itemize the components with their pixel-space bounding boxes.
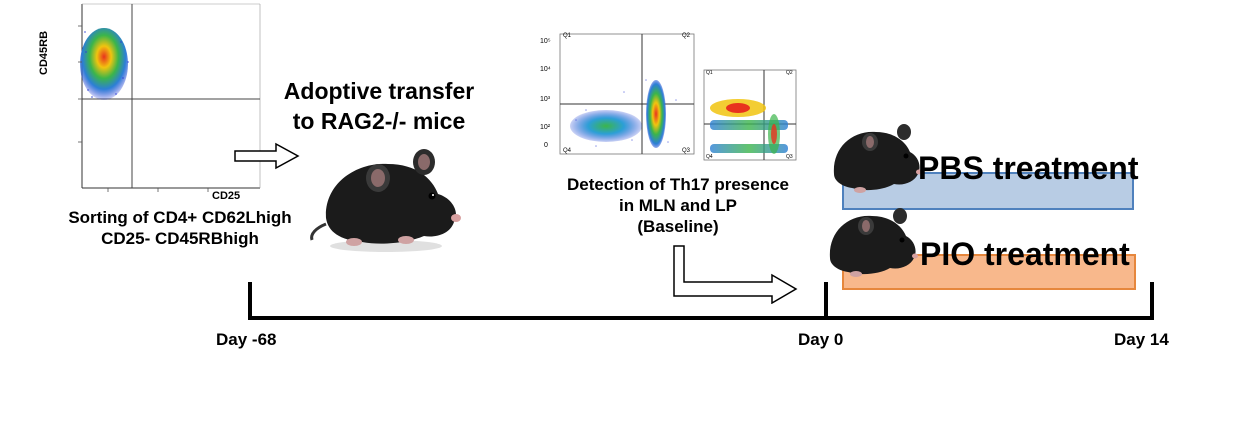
timeline-axis — [248, 316, 1154, 320]
adoptive-transfer-text: Adoptive transfer to RAG2-/- mice — [248, 76, 510, 136]
detection-text: Detection of Th17 presence in MLN and LP… — [528, 174, 828, 237]
flow1-ytick-2: 10⁴ — [540, 66, 551, 73]
mouse-icon-pio — [829, 208, 918, 277]
pio-treatment-label: PIO treatment — [920, 236, 1130, 272]
flow1-q4: Q4 — [563, 148, 572, 154]
timeline-label-day-0: Day 0 — [798, 330, 844, 349]
flow1-q1: Q1 — [563, 33, 572, 39]
mouse-icon-pbs — [833, 124, 922, 193]
mouse-icon — [310, 149, 461, 252]
y-axis-label-cd45rb: CD45RB — [38, 30, 50, 75]
flow2-q3: Q3 — [786, 154, 793, 160]
flow1-ytick-3: 10³ — [540, 96, 551, 103]
detection-line3: (Baseline) — [637, 217, 719, 236]
sorting-caption: Sorting of CD4+ CD62Lhigh CD25- CD45RBhi… — [30, 207, 330, 249]
flow1-ytick-5: 0 — [544, 142, 548, 149]
sorting-caption-line2: CD25- CD45RBhigh — [101, 229, 259, 248]
detection-flow-plot-1: Q1 Q2 Q4 Q3 10⁵ 10⁴ 10³ 10² 0 — [536, 30, 696, 160]
detection-line1: Detection of Th17 presence — [566, 175, 789, 194]
timeline-label-day-minus-68: Day -68 — [216, 330, 277, 349]
timeline-tick-day-minus-68 — [248, 282, 252, 320]
timeline-tick-day-14 — [1150, 282, 1154, 320]
x-axis-label-cd25: CD25 — [212, 190, 241, 202]
flow2-q4: Q4 — [706, 154, 713, 160]
flow2-q2: Q2 — [786, 70, 793, 76]
timeline-label-day-14: Day 14 — [1114, 330, 1169, 349]
flow1-q2: Q2 — [682, 33, 691, 39]
detection-line2: in MLN and LP — [618, 196, 738, 215]
flow1-ytick-4: 10² — [540, 124, 551, 131]
adoptive-transfer-line1: Adoptive transfer — [283, 78, 475, 104]
flow1-q3: Q3 — [682, 148, 691, 154]
pbs-treatment-label: PBS treatment — [918, 150, 1139, 186]
bent-arrow-icon — [673, 245, 798, 304]
sorting-flow-plot — [68, 2, 262, 194]
timeline-tick-day-0 — [824, 282, 828, 320]
flow1-ytick-1: 10⁵ — [540, 38, 551, 45]
flow2-q1: Q1 — [706, 70, 713, 76]
sorting-caption-line1: Sorting of CD4+ CD62Lhigh — [68, 208, 292, 227]
detection-flow-plot-2: Q1 Q2 Q4 Q3 — [700, 68, 798, 162]
adoptive-transfer-line2: to RAG2-/- mice — [292, 108, 466, 134]
arrow-icon — [234, 142, 300, 170]
